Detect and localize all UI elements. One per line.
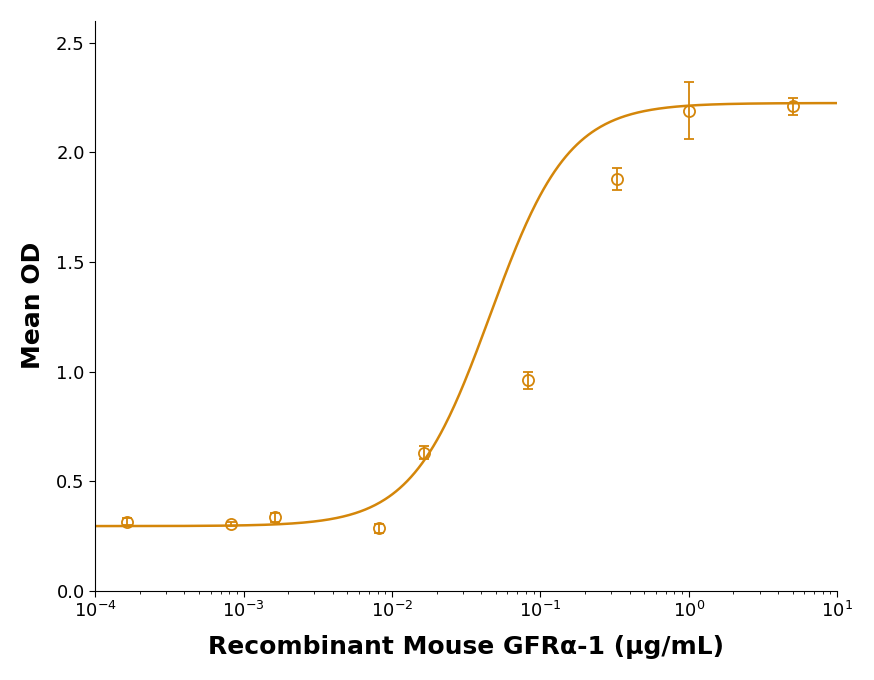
X-axis label: Recombinant Mouse GFRα-1 (μg/mL): Recombinant Mouse GFRα-1 (μg/mL) (208, 635, 725, 659)
Y-axis label: Mean OD: Mean OD (21, 242, 45, 369)
